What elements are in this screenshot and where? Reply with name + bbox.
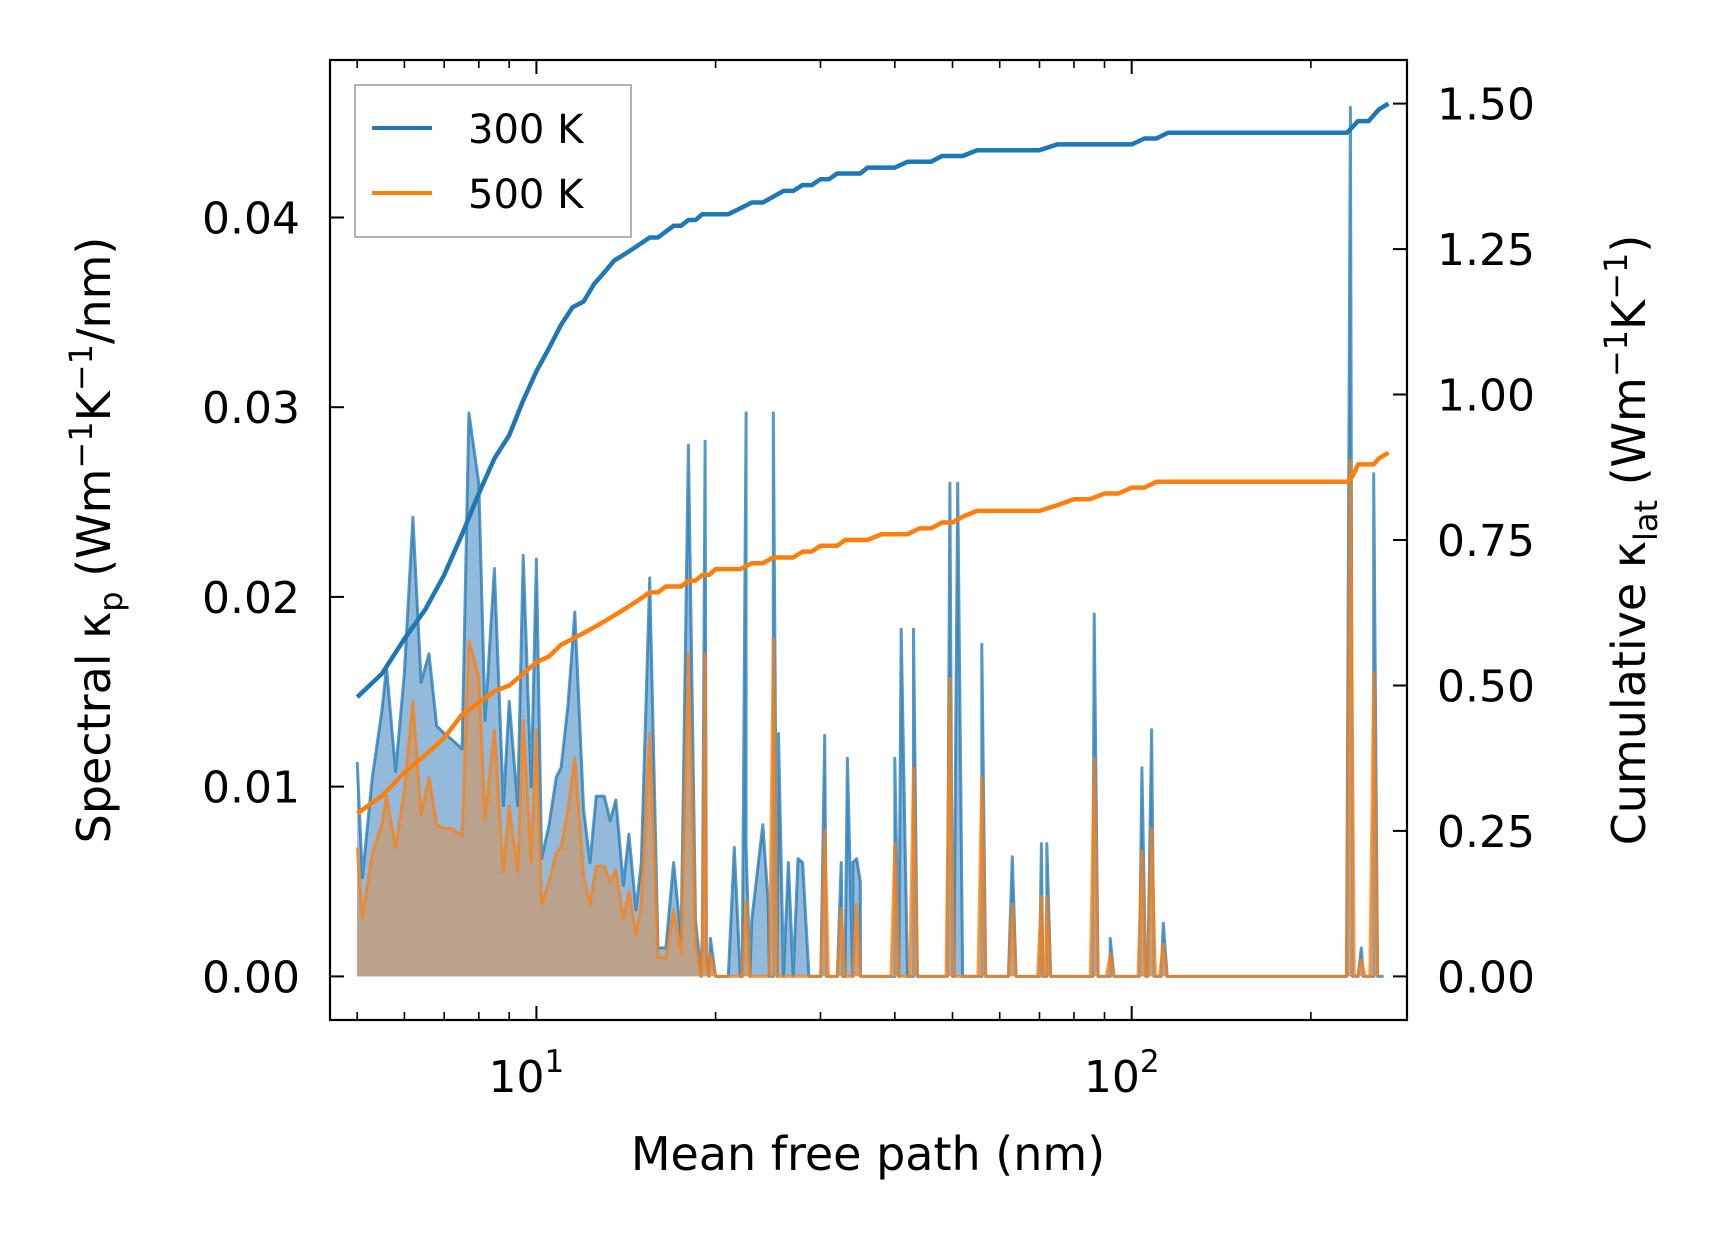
- right-y-axis-label-exp2: −1: [1597, 253, 1635, 300]
- y-right-tick-label: 1.50: [1437, 80, 1535, 131]
- left-y-axis-label-unit-open: (Wm: [67, 469, 121, 592]
- y-right-tick-label: 0.00: [1437, 952, 1535, 1003]
- legend-label-300k: 300 K: [468, 107, 585, 153]
- left-y-axis-label-unit-close: /nm): [67, 237, 121, 344]
- left-y-axis-label-exp1: −1: [62, 421, 100, 468]
- x-tick-label-base: 10: [1084, 1052, 1140, 1103]
- axis-ticks: [330, 60, 1407, 1020]
- left-y-axis-label-exp2: −1: [62, 344, 100, 391]
- right-y-axis-label: Cumulative κlat (Wm−1K−1): [1597, 235, 1665, 846]
- x-tick-label-exponent: 2: [1140, 1044, 1160, 1080]
- y-left-tick-label: 0.02: [202, 573, 300, 624]
- y-right-tick-label: 0.50: [1437, 662, 1535, 713]
- spectral-500k-line: [355, 458, 1380, 978]
- legend-box: [354, 84, 632, 238]
- y-right-tick-label: 1.00: [1437, 371, 1535, 422]
- x-tick-label-base: 10: [489, 1052, 545, 1103]
- axis-tick-labels: 101 1020.000.010.020.030.040.000.250.500.…: [202, 80, 1535, 1103]
- y-left-tick-label: 0.03: [202, 383, 300, 434]
- y-left-tick-label: 0.00: [202, 952, 300, 1003]
- left-y-axis-label-mid: K: [67, 389, 121, 421]
- x-tick-label: 101: [489, 1044, 565, 1103]
- legend-label-500k: 500 K: [468, 172, 585, 218]
- right-y-axis-label-sub: lat: [1627, 500, 1665, 541]
- y-right-tick-label: 0.25: [1437, 807, 1535, 858]
- cumulative-500k-line: [355, 450, 1390, 816]
- left-y-axis-label-sub: p: [92, 591, 130, 611]
- right-y-axis-label-unit-open: (Wm: [1602, 377, 1656, 500]
- y-left-tick-label: 0.04: [202, 194, 300, 245]
- y-left-tick-label: 0.01: [202, 763, 300, 814]
- legend: 300 K 500 K: [354, 84, 632, 238]
- x-axis-label: Mean free path (nm): [631, 1127, 1105, 1181]
- x-tick-label-exponent: 1: [545, 1044, 565, 1080]
- y-right-tick-label: 1.25: [1437, 225, 1535, 276]
- left-y-axis-label-base: Spectral κ: [67, 612, 121, 844]
- y-right-tick-label: 0.75: [1437, 516, 1535, 567]
- x-tick-label: 102: [1084, 1044, 1160, 1103]
- spectral-500k-fill: [357, 460, 1378, 977]
- right-y-axis-label-mid: K: [1602, 298, 1656, 330]
- right-y-axis-label-base: Cumulative κ: [1602, 541, 1656, 845]
- cumulative-300k-line: [355, 101, 1390, 699]
- right-y-axis-label-unit-close: ): [1602, 235, 1656, 253]
- spectral-fills: [355, 105, 1384, 978]
- right-y-axis-label-exp1: −1: [1597, 330, 1635, 377]
- data-lines: [355, 101, 1390, 816]
- left-y-axis-label: Spectral κp (Wm−1K−1/nm): [62, 237, 130, 844]
